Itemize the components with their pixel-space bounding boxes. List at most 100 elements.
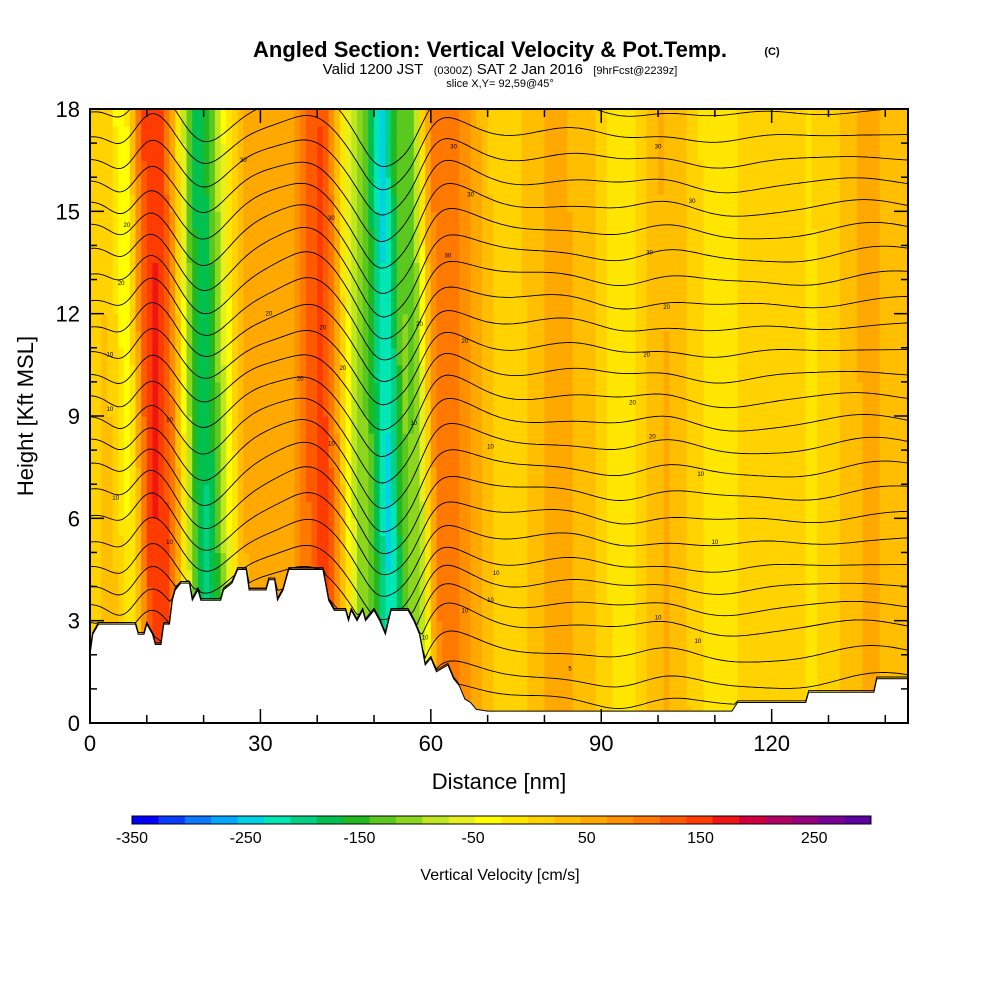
velocity-cell [720,467,727,485]
velocity-cell [419,450,426,468]
velocity-cell [135,398,142,417]
velocity-cell [328,552,335,571]
velocity-cell [709,398,716,417]
velocity-cell [209,245,216,264]
velocity-cell [743,450,750,468]
velocity-cell [402,381,409,400]
velocity-cell [680,416,688,434]
velocity-cell [459,535,466,554]
velocity-cell [538,671,546,690]
velocity-cell [152,364,159,383]
velocity-cell [612,160,619,178]
velocity-cell [385,381,392,400]
velocity-cell [635,433,642,451]
velocity-cell [623,535,631,554]
velocity-cell [737,381,744,400]
velocity-cell [442,228,449,247]
velocity-cell [567,313,574,332]
velocity-cell [578,279,585,298]
velocity-cell [663,416,671,434]
velocity-cell [254,177,262,195]
velocity-cell [868,194,875,212]
velocity-cell [356,245,364,264]
velocity-cell [714,398,722,417]
velocity-cell [851,296,858,315]
velocity-cell [612,518,619,536]
velocity-cell [748,654,756,673]
velocity-cell [345,126,352,144]
velocity-cell [396,194,404,212]
velocity-cell [254,398,262,417]
velocity-cell [851,245,858,264]
velocity-cell [328,347,335,366]
velocity-cell [260,364,267,383]
velocity-cell [356,364,364,383]
velocity-cell [601,347,608,366]
velocity-cell [334,450,341,468]
velocity-cell [862,398,869,417]
velocity-cell [862,228,869,247]
velocity-cell [686,126,693,144]
velocity-cell [527,347,534,366]
velocity-cell [675,177,682,195]
velocity-cell [328,262,335,281]
velocity-cell [413,143,421,161]
velocity-cell [402,569,409,588]
velocity-cell [362,552,369,571]
velocity-cell [283,518,290,536]
velocity-cell [152,211,159,229]
velocity-cell [186,160,193,178]
velocity-cell [839,501,847,519]
velocity-cell [300,177,307,195]
velocity-cell [305,160,313,178]
velocity-cell [686,381,693,400]
velocity-cell [646,637,653,656]
velocity-cell [391,569,398,588]
velocity-cell [368,313,375,332]
velocity-cell [470,228,477,247]
velocity-cell [561,364,568,383]
velocity-cell [175,126,182,144]
velocity-cell [703,143,710,161]
velocity-cell [243,313,250,332]
velocity-cell [771,160,778,178]
velocity-cell [862,143,869,161]
velocity-cell [658,245,665,264]
velocity-cell [391,433,398,451]
velocity-cell [601,552,608,571]
velocity-cell [641,364,648,383]
velocity-cell [709,330,716,349]
velocity-cell [822,143,830,161]
velocity-cell [356,109,364,127]
velocity-cell [714,620,722,639]
velocity-cell [254,160,262,178]
velocity-cell [283,347,290,366]
velocity-cell [169,586,176,605]
velocity-cell [260,262,267,281]
velocity-cell [322,194,330,212]
velocity-cell [402,364,409,383]
velocity-cell [868,381,875,400]
velocity-cell [129,160,137,178]
velocity-cell [271,245,279,264]
velocity-cell [663,262,671,281]
velocity-cell [703,177,710,195]
velocity-cell [726,347,733,366]
velocity-cell [464,330,472,349]
velocity-cell [374,330,381,349]
velocity-cell [709,347,716,366]
velocity-cell [516,654,523,673]
velocity-cell [748,211,756,229]
velocity-cell [572,194,580,212]
velocity-cell [175,194,182,212]
velocity-cell [839,467,847,485]
velocity-cell [192,450,199,468]
velocity-cell [305,245,313,264]
velocity-cell [391,262,398,281]
velocity-cell [828,637,835,656]
velocity-cell [856,296,864,315]
velocity-cell [703,313,710,332]
velocity-cell [300,552,307,571]
velocity-cell [618,552,625,571]
velocity-cell [101,245,108,264]
